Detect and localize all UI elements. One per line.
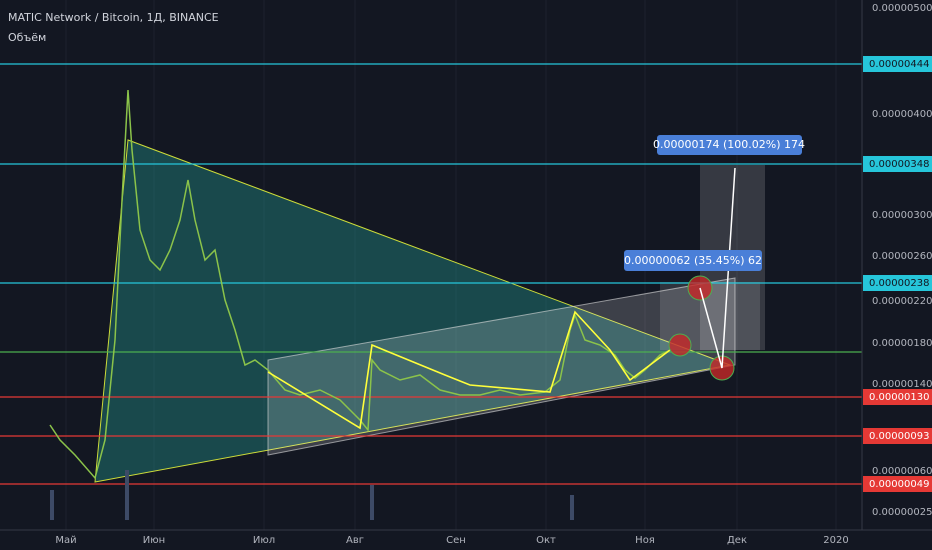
time-label: Июн [143, 535, 165, 546]
annotation: 0.00000062 (35.45%) 62 [624, 254, 762, 267]
level-badge [863, 56, 932, 72]
time-label: Авг [346, 535, 364, 546]
level-badge [863, 156, 932, 172]
time-label: Окт [536, 535, 556, 546]
level-badge [863, 275, 932, 291]
price-line [49, 89, 671, 480]
price-label: 0.00000060 [872, 466, 932, 477]
annotation-box [624, 250, 762, 271]
level-label: 0.00000238 [869, 278, 929, 289]
time-label: Июл [253, 535, 275, 546]
price-label: 0.00000220 [872, 296, 932, 307]
channel [267, 277, 736, 456]
volume [50, 470, 574, 520]
level-label: 0.00000130 [869, 392, 929, 403]
title: MATIC Network / Bitcoin, 1Д, BINANCE [8, 11, 219, 24]
level-badge [863, 476, 932, 492]
level-badge [863, 389, 932, 405]
time-label: Дек [727, 535, 747, 546]
level-label: 0.00000444 [869, 59, 929, 70]
level-label: 0.00000049 [869, 479, 929, 490]
level-badge [863, 428, 932, 444]
level-label: 0.00000348 [869, 159, 929, 170]
price-label: 0.00000140 [872, 379, 932, 390]
price-label: 0.00000180 [872, 338, 932, 349]
price-label: 0.00000300 [872, 210, 932, 221]
level-label: 0.00000093 [869, 431, 929, 442]
time-label: Май [55, 535, 76, 546]
levels [0, 63, 862, 485]
time-label: Ноя [635, 535, 655, 546]
annotation-box [657, 135, 802, 155]
indicator: Объём [8, 31, 46, 44]
time-label: 2020 [823, 535, 848, 546]
price-label: 0.00000500 [872, 3, 932, 14]
price-label: 0.00000260 [872, 251, 932, 262]
price-label: 0.00000025 [872, 507, 932, 518]
annotation: 0.00000174 (100.02%) 174 [653, 138, 805, 151]
projection-arrows [699, 167, 736, 369]
price-label: 0.00000400 [872, 109, 932, 120]
wave-arrows [267, 310, 671, 430]
time-label: Сен [446, 535, 466, 546]
